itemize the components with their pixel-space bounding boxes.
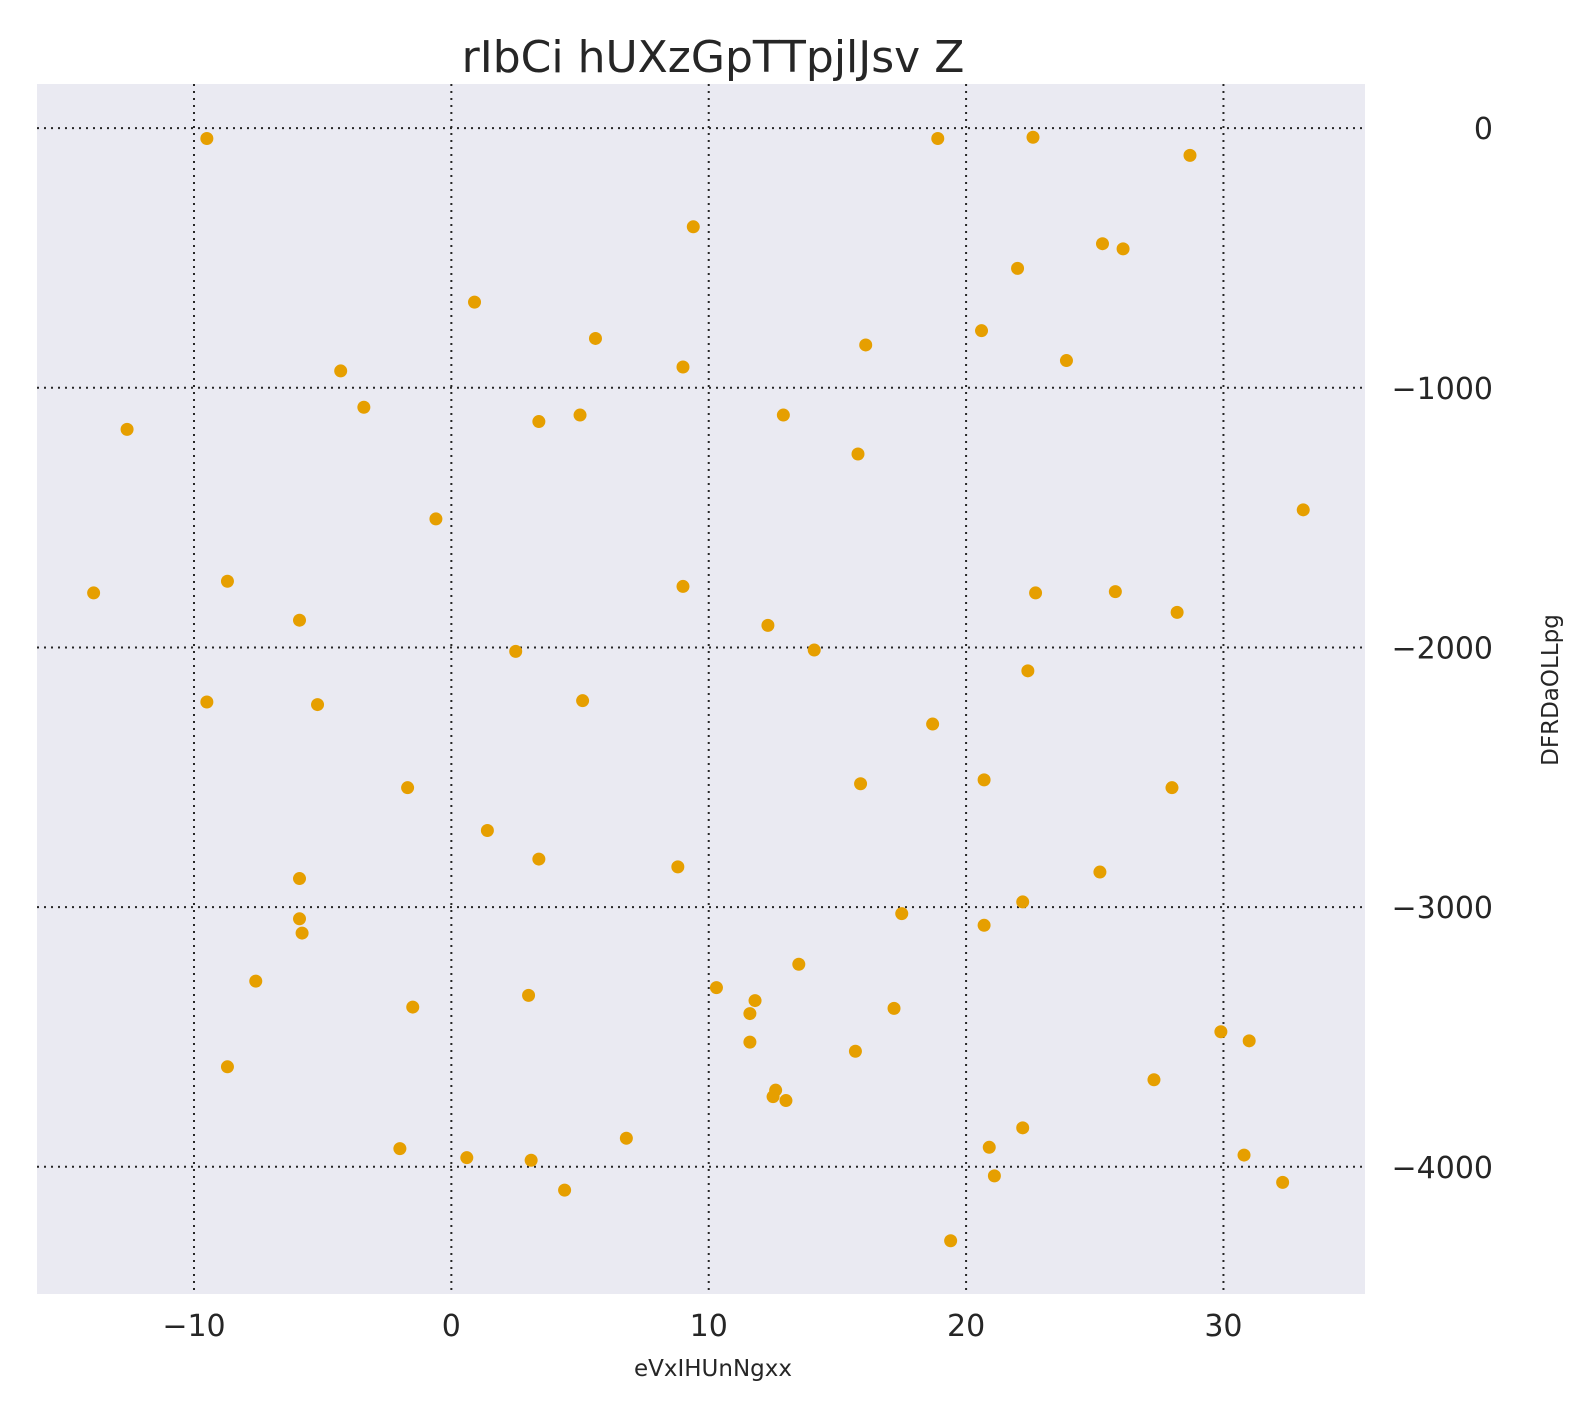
data-point xyxy=(406,1000,420,1014)
data-point xyxy=(295,926,309,940)
data-point xyxy=(480,824,494,838)
data-point xyxy=(1183,148,1197,162)
data-point xyxy=(686,220,700,234)
data-point xyxy=(1016,895,1030,909)
data-point xyxy=(944,1234,958,1248)
data-point xyxy=(977,918,991,932)
data-point xyxy=(429,512,443,526)
data-point xyxy=(743,1035,757,1049)
data-point xyxy=(460,1151,474,1165)
data-point xyxy=(709,981,723,995)
grid-lines xyxy=(37,84,1365,1294)
x-tick-label: 0 xyxy=(442,1309,461,1344)
data-point xyxy=(1170,605,1184,619)
data-point xyxy=(1016,1121,1030,1135)
data-point xyxy=(975,324,989,338)
data-point xyxy=(619,1131,633,1145)
data-point xyxy=(987,1169,1001,1183)
data-point xyxy=(524,1153,538,1167)
data-point xyxy=(1093,865,1107,879)
data-point xyxy=(931,132,945,146)
data-point xyxy=(895,907,909,921)
data-point xyxy=(311,698,325,712)
data-point xyxy=(1296,503,1310,517)
data-point xyxy=(509,644,523,658)
data-point xyxy=(671,860,685,874)
data-point xyxy=(1214,1025,1228,1039)
x-tick-label: 30 xyxy=(1204,1309,1242,1344)
data-point xyxy=(1165,781,1179,795)
data-point xyxy=(87,586,101,600)
data-point xyxy=(1029,586,1043,600)
data-point xyxy=(1059,354,1073,368)
data-point xyxy=(1242,1034,1256,1048)
data-point xyxy=(766,1090,780,1104)
x-tick-label: 10 xyxy=(690,1309,728,1344)
data-point xyxy=(1021,664,1035,678)
data-point xyxy=(676,360,690,374)
data-point xyxy=(220,574,234,588)
data-point xyxy=(1026,130,1040,144)
data-point xyxy=(1276,1175,1290,1189)
data-point xyxy=(334,364,348,378)
data-point xyxy=(851,447,865,461)
data-point xyxy=(401,781,415,795)
data-point xyxy=(200,695,214,709)
data-point xyxy=(249,974,263,988)
data-point xyxy=(807,643,821,657)
y-axis-ticks: 0 −1000 −2000 −3000 −4000 xyxy=(1392,112,1493,1186)
data-point xyxy=(573,408,587,422)
data-point xyxy=(357,400,371,414)
plot-area xyxy=(37,84,1365,1294)
x-axis-label: eVxIHUnNgxx xyxy=(634,1356,792,1382)
data-point xyxy=(293,872,307,886)
data-points xyxy=(87,130,1310,1248)
y-axis-label: DFRDaOLLpg xyxy=(1538,614,1564,766)
data-point xyxy=(1108,585,1122,599)
data-point xyxy=(779,1094,793,1108)
data-point xyxy=(854,777,868,791)
data-point xyxy=(887,1001,901,1015)
data-point xyxy=(926,717,940,731)
y-tick-label: 0 xyxy=(1474,112,1493,147)
data-point xyxy=(522,988,536,1002)
y-tick-label: −3000 xyxy=(1392,891,1493,926)
data-point xyxy=(588,331,602,345)
data-point xyxy=(576,694,590,708)
x-tick-label: 20 xyxy=(947,1309,985,1344)
data-point xyxy=(532,852,546,866)
data-point xyxy=(200,132,214,146)
data-point xyxy=(220,1060,234,1074)
data-point xyxy=(393,1142,407,1156)
data-point xyxy=(848,1044,862,1058)
data-point xyxy=(120,422,134,436)
data-point xyxy=(1147,1073,1161,1087)
data-point xyxy=(293,912,307,926)
data-point xyxy=(776,408,790,422)
data-point xyxy=(676,579,690,593)
data-point xyxy=(1095,237,1109,251)
data-point xyxy=(1237,1148,1251,1162)
data-point xyxy=(558,1183,572,1197)
data-point xyxy=(532,415,546,429)
data-point xyxy=(859,338,873,352)
data-point xyxy=(468,295,482,309)
data-point xyxy=(977,773,991,787)
data-point xyxy=(761,618,775,632)
data-point xyxy=(1011,261,1025,275)
data-point xyxy=(1116,242,1130,256)
y-tick-label: −1000 xyxy=(1392,372,1493,407)
data-point xyxy=(293,613,307,627)
x-tick-label: −10 xyxy=(162,1309,225,1344)
data-point xyxy=(792,957,806,971)
data-point xyxy=(748,994,762,1008)
y-tick-label: −2000 xyxy=(1392,631,1493,666)
chart-title: rIbCi hUXzGpTTpjlJsv Z xyxy=(462,32,965,83)
y-tick-label: −4000 xyxy=(1392,1151,1493,1186)
data-point xyxy=(982,1140,996,1154)
data-point xyxy=(743,1007,757,1021)
x-axis-ticks: −10 0 10 20 30 xyxy=(162,1309,1242,1344)
